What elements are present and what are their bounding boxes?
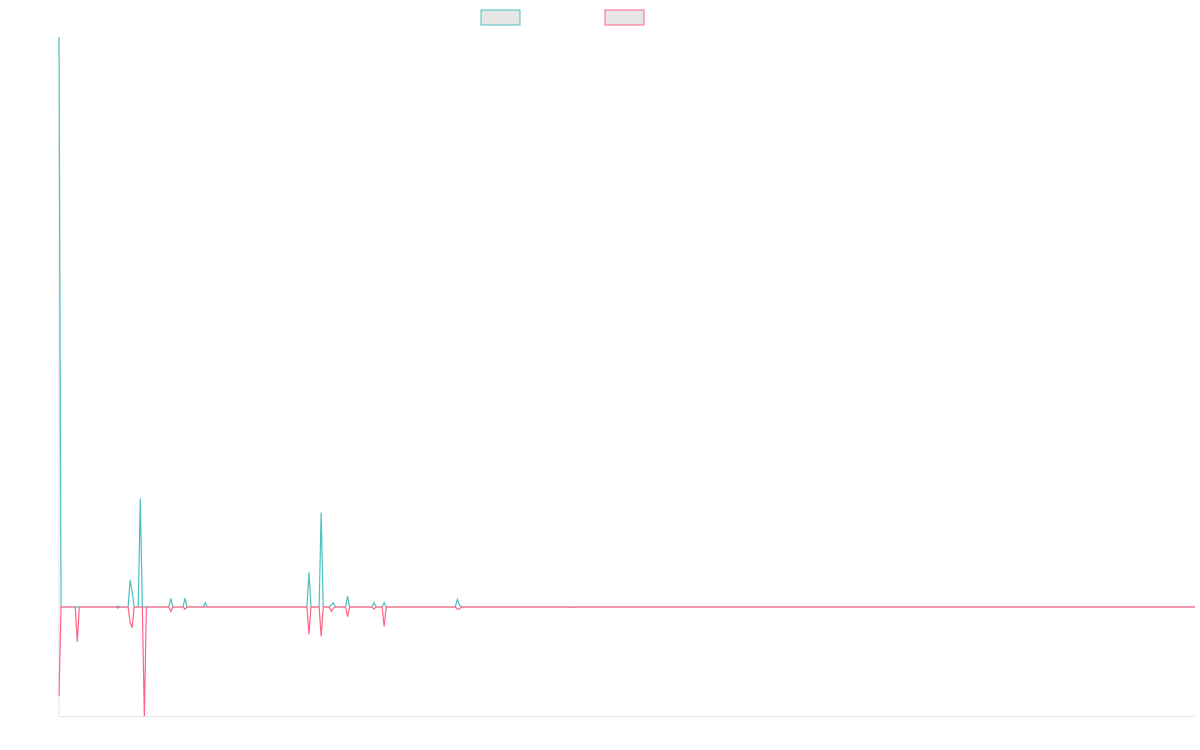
legend-swatch-series-2[interactable] xyxy=(604,9,645,26)
legend-item-series-2[interactable] xyxy=(604,9,645,26)
series-1-line xyxy=(58,36,1195,608)
legend[interactable] xyxy=(480,9,645,26)
plot-area xyxy=(58,36,1195,717)
legend-swatch-series-1[interactable] xyxy=(480,9,521,26)
series-2-line xyxy=(58,606,1195,717)
legend-item-series-1[interactable] xyxy=(480,9,521,26)
axes xyxy=(58,37,1195,717)
